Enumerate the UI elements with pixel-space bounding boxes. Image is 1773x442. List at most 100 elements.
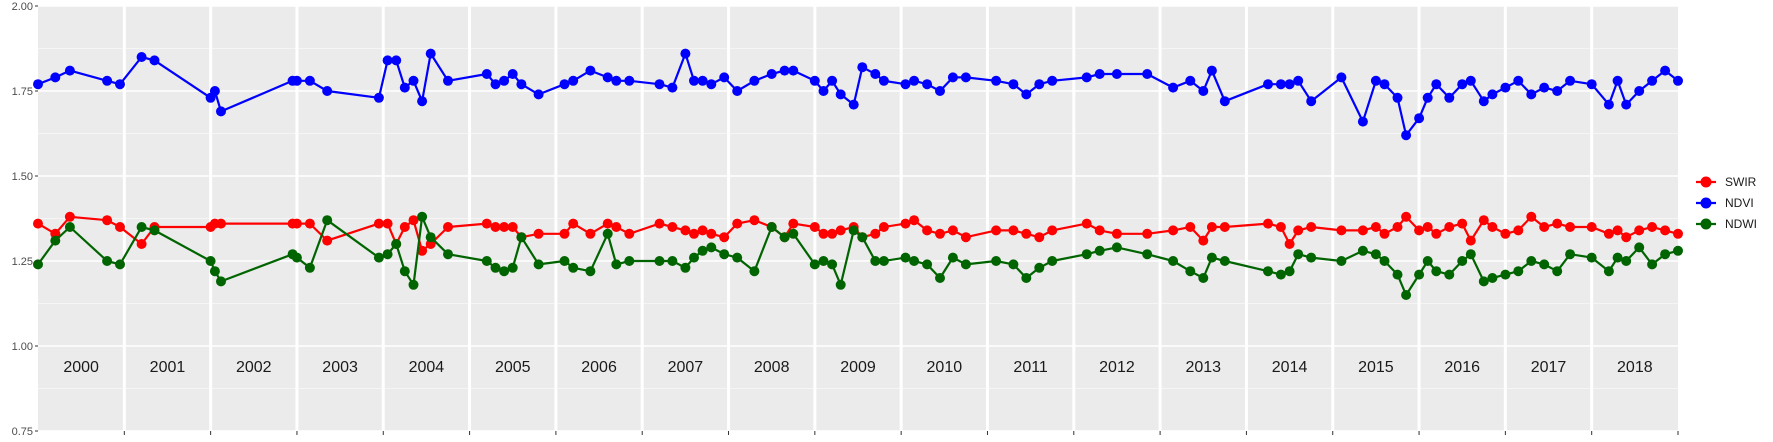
ndvi-point (766, 69, 777, 79)
y-tick-label: 1.75 (12, 86, 33, 98)
ndvi-point (304, 75, 315, 86)
ndwi-point (1513, 266, 1524, 277)
ndwi-point (809, 259, 820, 270)
y-tick-label: 2.00 (12, 1, 33, 13)
ndvi-point (291, 75, 302, 86)
ndwi-point (490, 262, 501, 273)
year-label: 2005 (495, 359, 531, 376)
ndwi-point (585, 266, 596, 277)
ndvi-point (1306, 96, 1317, 107)
ndwi-point (1401, 290, 1412, 300)
axes: 0.75 1.00 1.25 1.50 1.75 2.00 2000 2001 2002 2003… (12, 1, 1679, 438)
swir-point (1081, 218, 1092, 229)
swir-point (1263, 218, 1273, 229)
swir-point (835, 225, 846, 236)
year-label: 2007 (668, 359, 704, 376)
ndwi-point (827, 259, 838, 270)
ndvi-point (935, 86, 945, 96)
swir-point (1500, 228, 1511, 239)
ndwi-point (115, 259, 125, 270)
ndwi-point (291, 252, 302, 263)
ndwi-point (209, 266, 220, 277)
swir-point (382, 218, 393, 229)
ndwi-point (1198, 273, 1209, 283)
ndvi-point (1401, 130, 1412, 141)
ndvi-point (1047, 75, 1058, 86)
swir-point (1465, 235, 1476, 246)
legend: SWIR NDVI NDWI (1696, 175, 1757, 231)
ndwi-point (870, 256, 881, 266)
swir-point (1293, 225, 1304, 236)
year-label: 2013 (1185, 359, 1221, 376)
ndvi-point (1422, 92, 1433, 103)
ndvi-point (706, 79, 717, 90)
ndvi-point (1660, 65, 1671, 76)
ndvi-point (1275, 79, 1286, 90)
ndvi-point (443, 75, 453, 86)
legend-key-point (1700, 176, 1712, 188)
swir-point (1336, 225, 1347, 236)
swir-point (291, 218, 302, 229)
swir-point (1612, 225, 1623, 236)
ndwi-point (689, 252, 699, 263)
swir-point (373, 218, 384, 229)
ndwi-point (779, 232, 790, 243)
ndvi-point (991, 75, 1002, 86)
swir-point (1168, 225, 1179, 236)
ndwi-point (624, 256, 635, 266)
swir-point (706, 228, 717, 239)
swir-point (1379, 228, 1390, 239)
swir-point (1198, 235, 1209, 246)
ndvi-point (408, 75, 419, 86)
year-label: 2012 (1099, 359, 1135, 376)
ndvi-point (1478, 96, 1489, 107)
swir-point (624, 228, 635, 239)
swir-point (216, 218, 226, 229)
ndwi-point (216, 276, 226, 287)
ndwi-point (382, 249, 393, 260)
y-tick-label: 1.25 (12, 256, 33, 268)
ndwi-point (1586, 252, 1597, 263)
ndwi-point (1526, 256, 1537, 266)
ndwi-point (443, 249, 453, 260)
swir-point (667, 222, 678, 232)
ndwi-point (1168, 256, 1179, 266)
swir-point (1526, 211, 1537, 222)
ndwi-point (1487, 273, 1498, 283)
swir-point (749, 215, 760, 226)
ndwi-point (878, 256, 889, 266)
ndwi-point (1634, 242, 1645, 253)
ndwi-point (1392, 269, 1403, 280)
ndwi-point (559, 256, 570, 266)
ndwi-point (507, 262, 518, 273)
ndwi-point (1263, 266, 1273, 277)
swir-point (1034, 232, 1045, 243)
ndvi-point (585, 65, 596, 76)
ndwi-point (602, 228, 613, 239)
ndvi-point (749, 75, 760, 86)
ndvi-point (1565, 75, 1576, 86)
ndvi-point (857, 62, 868, 73)
year-label: 2000 (63, 359, 99, 376)
ndwi-point (788, 228, 799, 239)
year-label: 2011 (1013, 359, 1048, 376)
ndvi-point (568, 75, 579, 86)
ndvi-point (909, 75, 920, 86)
swir-point (602, 218, 613, 229)
ndvi-point (779, 65, 790, 76)
swir-point (611, 222, 622, 232)
ndvi-point (611, 75, 622, 86)
ndwi-point (1306, 252, 1317, 263)
swir-point (568, 218, 579, 229)
ndvi-point (947, 72, 958, 83)
ndwi-point (1185, 266, 1196, 277)
ndvi-point (1487, 89, 1498, 100)
ndvi-point (373, 92, 384, 103)
year-label: 2009 (840, 359, 876, 376)
ndwi-point (1539, 259, 1550, 270)
ndwi-point (1081, 249, 1092, 260)
swir-point (689, 228, 699, 239)
ndvi-point (1612, 75, 1623, 86)
ndvi-point (1111, 69, 1122, 79)
